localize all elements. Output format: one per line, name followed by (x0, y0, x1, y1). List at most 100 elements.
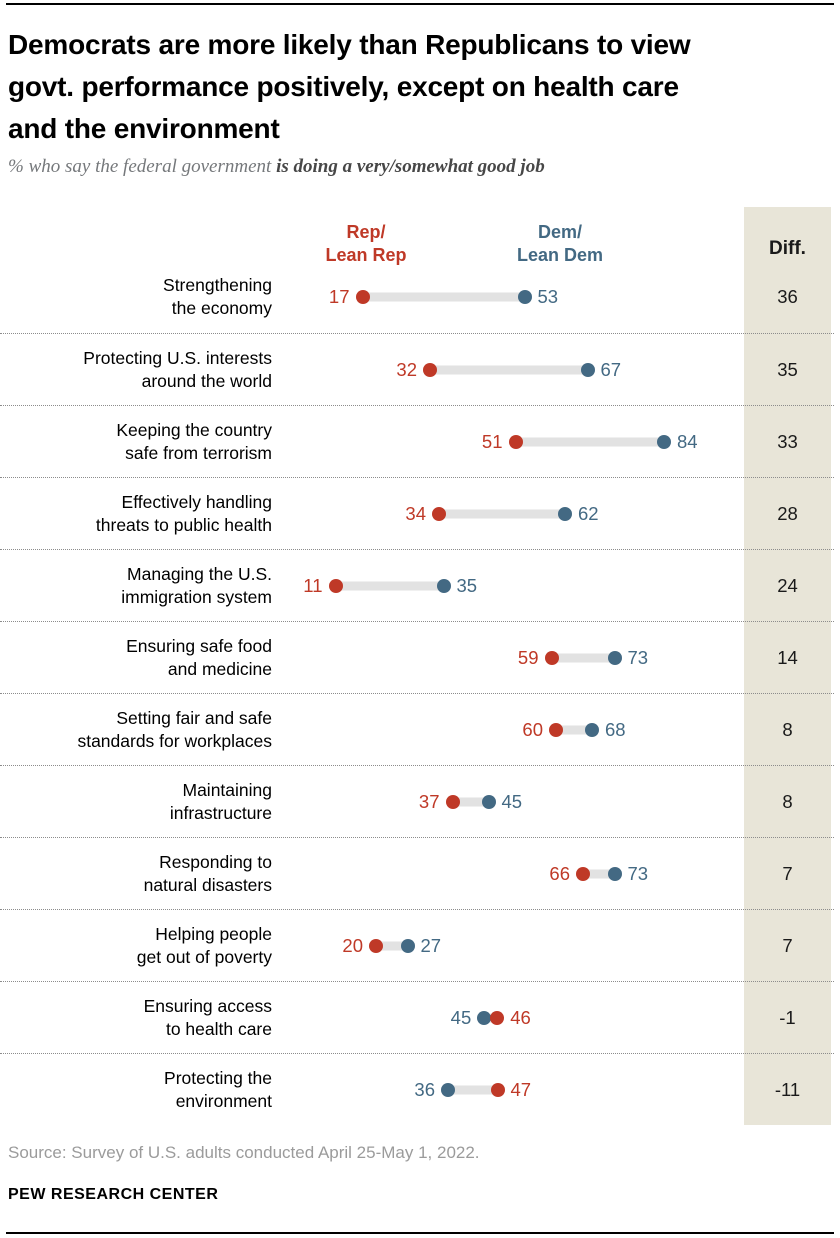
category-label: Keeping the country safe from terrorism (116, 419, 272, 463)
dem-value-label: 45 (501, 790, 523, 812)
rep-dot (544, 650, 559, 665)
rep-dot (355, 290, 370, 304)
dem-value-label: 84 (677, 430, 698, 452)
connector-bar (333, 581, 446, 590)
pew-research-center-brand: PEW RESEARCH CENTER (8, 1186, 219, 1203)
dem-dot (436, 578, 451, 593)
dem-dot (607, 650, 622, 665)
diff-value: -1 (779, 1006, 796, 1028)
rep-value-label: 37 (418, 790, 440, 812)
category-label: Protecting the environment (164, 1067, 272, 1111)
dem-value-label: 27 (420, 934, 442, 956)
rep-dot (576, 866, 590, 881)
diff-value: 8 (782, 790, 793, 812)
rep-value-label: 20 (342, 934, 363, 956)
diff-value: 7 (782, 934, 793, 956)
rep-dot (508, 434, 523, 449)
rep-value-label: 17 (328, 286, 350, 307)
rep-value-label: 59 (517, 646, 539, 668)
dem-dot (477, 1010, 492, 1025)
rep-dot (490, 1082, 505, 1097)
chart-row: Maintaining infrastructure 37 45 8 (0, 765, 834, 837)
category-label: Effectively handling threats to public h… (95, 491, 272, 535)
rep-value-label: 32 (396, 358, 417, 380)
chart-row: Managing the U.S. immigration system 11 35… (0, 549, 834, 621)
chart-row: Setting fair and safe standards for work… (0, 693, 834, 765)
connector-bar (374, 941, 410, 950)
dem-column-header: Dem/ Lean Dem (516, 222, 604, 265)
dem-dot (400, 938, 415, 953)
chart-row: Ensuring safe food and medicine 59 73 14 (0, 621, 834, 693)
source-note: Source: Survey of U.S. adults conducted … (8, 1143, 480, 1162)
dumbbell-plot: 51 84 (286, 406, 738, 477)
category-label: Maintaining infrastructure (169, 779, 272, 823)
chart-row: Protecting U.S. interests around the wor… (0, 333, 834, 405)
dumbbell-plot: 11 35 (286, 550, 738, 621)
diff-value: -11 (774, 1078, 801, 1100)
subtitle-prefix: % who say the federal government (8, 156, 277, 177)
connector-bar (428, 365, 590, 374)
category-label: Strengthening the economy (163, 275, 272, 318)
dem-value-label: 62 (578, 502, 599, 524)
rep-dot (423, 362, 437, 377)
dumbbell-chart: Rep/ Lean Rep Dem/ Lean Dem Diff. Streng… (0, 207, 840, 1125)
dem-dot (580, 362, 595, 377)
rep-value-label: 66 (549, 862, 570, 884)
connector-bar (437, 509, 567, 518)
dem-value-label: 45 (450, 1006, 472, 1028)
diff-column-header: Diff. (769, 238, 806, 259)
chart-row: Strengthening the economy 17 53 36 (0, 261, 834, 333)
category-label: Responding to natural disasters (143, 851, 272, 895)
dumbbell-plot: 66 73 (286, 838, 738, 909)
top-rule (6, 3, 834, 5)
diff-value: 8 (782, 718, 793, 740)
category-label: Protecting U.S. interests around the wor… (83, 347, 272, 391)
diff-value: 35 (777, 358, 798, 380)
dem-value-label: 36 (414, 1078, 435, 1100)
connector-bar (554, 725, 594, 734)
rep-value-label: 47 (510, 1078, 532, 1100)
dem-dot (481, 794, 496, 809)
rep-dot (490, 1010, 505, 1025)
diff-column-background (744, 207, 831, 1125)
rep-value-label: 51 (481, 430, 503, 452)
chart-subtitle: % who say the federal government is doin… (8, 156, 832, 178)
diff-value: 33 (777, 430, 798, 452)
connector-bar (581, 869, 617, 878)
dem-dot (585, 722, 599, 737)
rep-dot (432, 506, 446, 521)
diff-value: 28 (777, 502, 798, 524)
chart-row: Helping people get out of poverty 20 27 7 (0, 909, 834, 981)
chart-row: Protecting the environment 36 47 -11 (0, 1053, 834, 1125)
dumbbell-plot: 36 47 (286, 1054, 738, 1125)
connector-bar (549, 653, 617, 662)
dem-value-label: 53 (537, 286, 559, 307)
dem-value-label: 35 (456, 574, 478, 596)
diff-value: 36 (777, 286, 798, 307)
bottom-rule (6, 1232, 834, 1234)
rep-dot (445, 794, 460, 809)
diff-value: 14 (777, 646, 798, 668)
dumbbell-plot: 17 53 (286, 261, 738, 333)
connector-bar (450, 797, 491, 806)
dem-dot (517, 290, 532, 304)
category-label: Helping people get out of poverty (136, 923, 272, 967)
connector-bar (513, 437, 666, 446)
dem-value-label: 68 (605, 718, 626, 740)
rep-column-header: Rep/ Lean Rep (325, 222, 407, 265)
dumbbell-plot: 20 27 (286, 910, 738, 981)
chart-rows: Strengthening the economy 17 53 36 Protectin… (0, 261, 840, 1125)
dumbbell-plot: 45 46 (286, 982, 738, 1053)
dem-dot (558, 506, 572, 521)
chart-row: Responding to natural disasters 66 73 7 (0, 837, 834, 909)
dumbbell-plot: 59 73 (286, 622, 738, 693)
dem-dot (657, 434, 671, 449)
connector-bar (360, 292, 527, 302)
rep-value-label: 46 (510, 1006, 531, 1028)
dumbbell-plot: 34 62 (286, 478, 738, 549)
dumbbell-plot: 60 68 (286, 694, 738, 765)
category-label: Ensuring access to health care (143, 995, 272, 1039)
dem-value-label: 73 (627, 646, 649, 668)
diff-value: 24 (777, 574, 798, 596)
